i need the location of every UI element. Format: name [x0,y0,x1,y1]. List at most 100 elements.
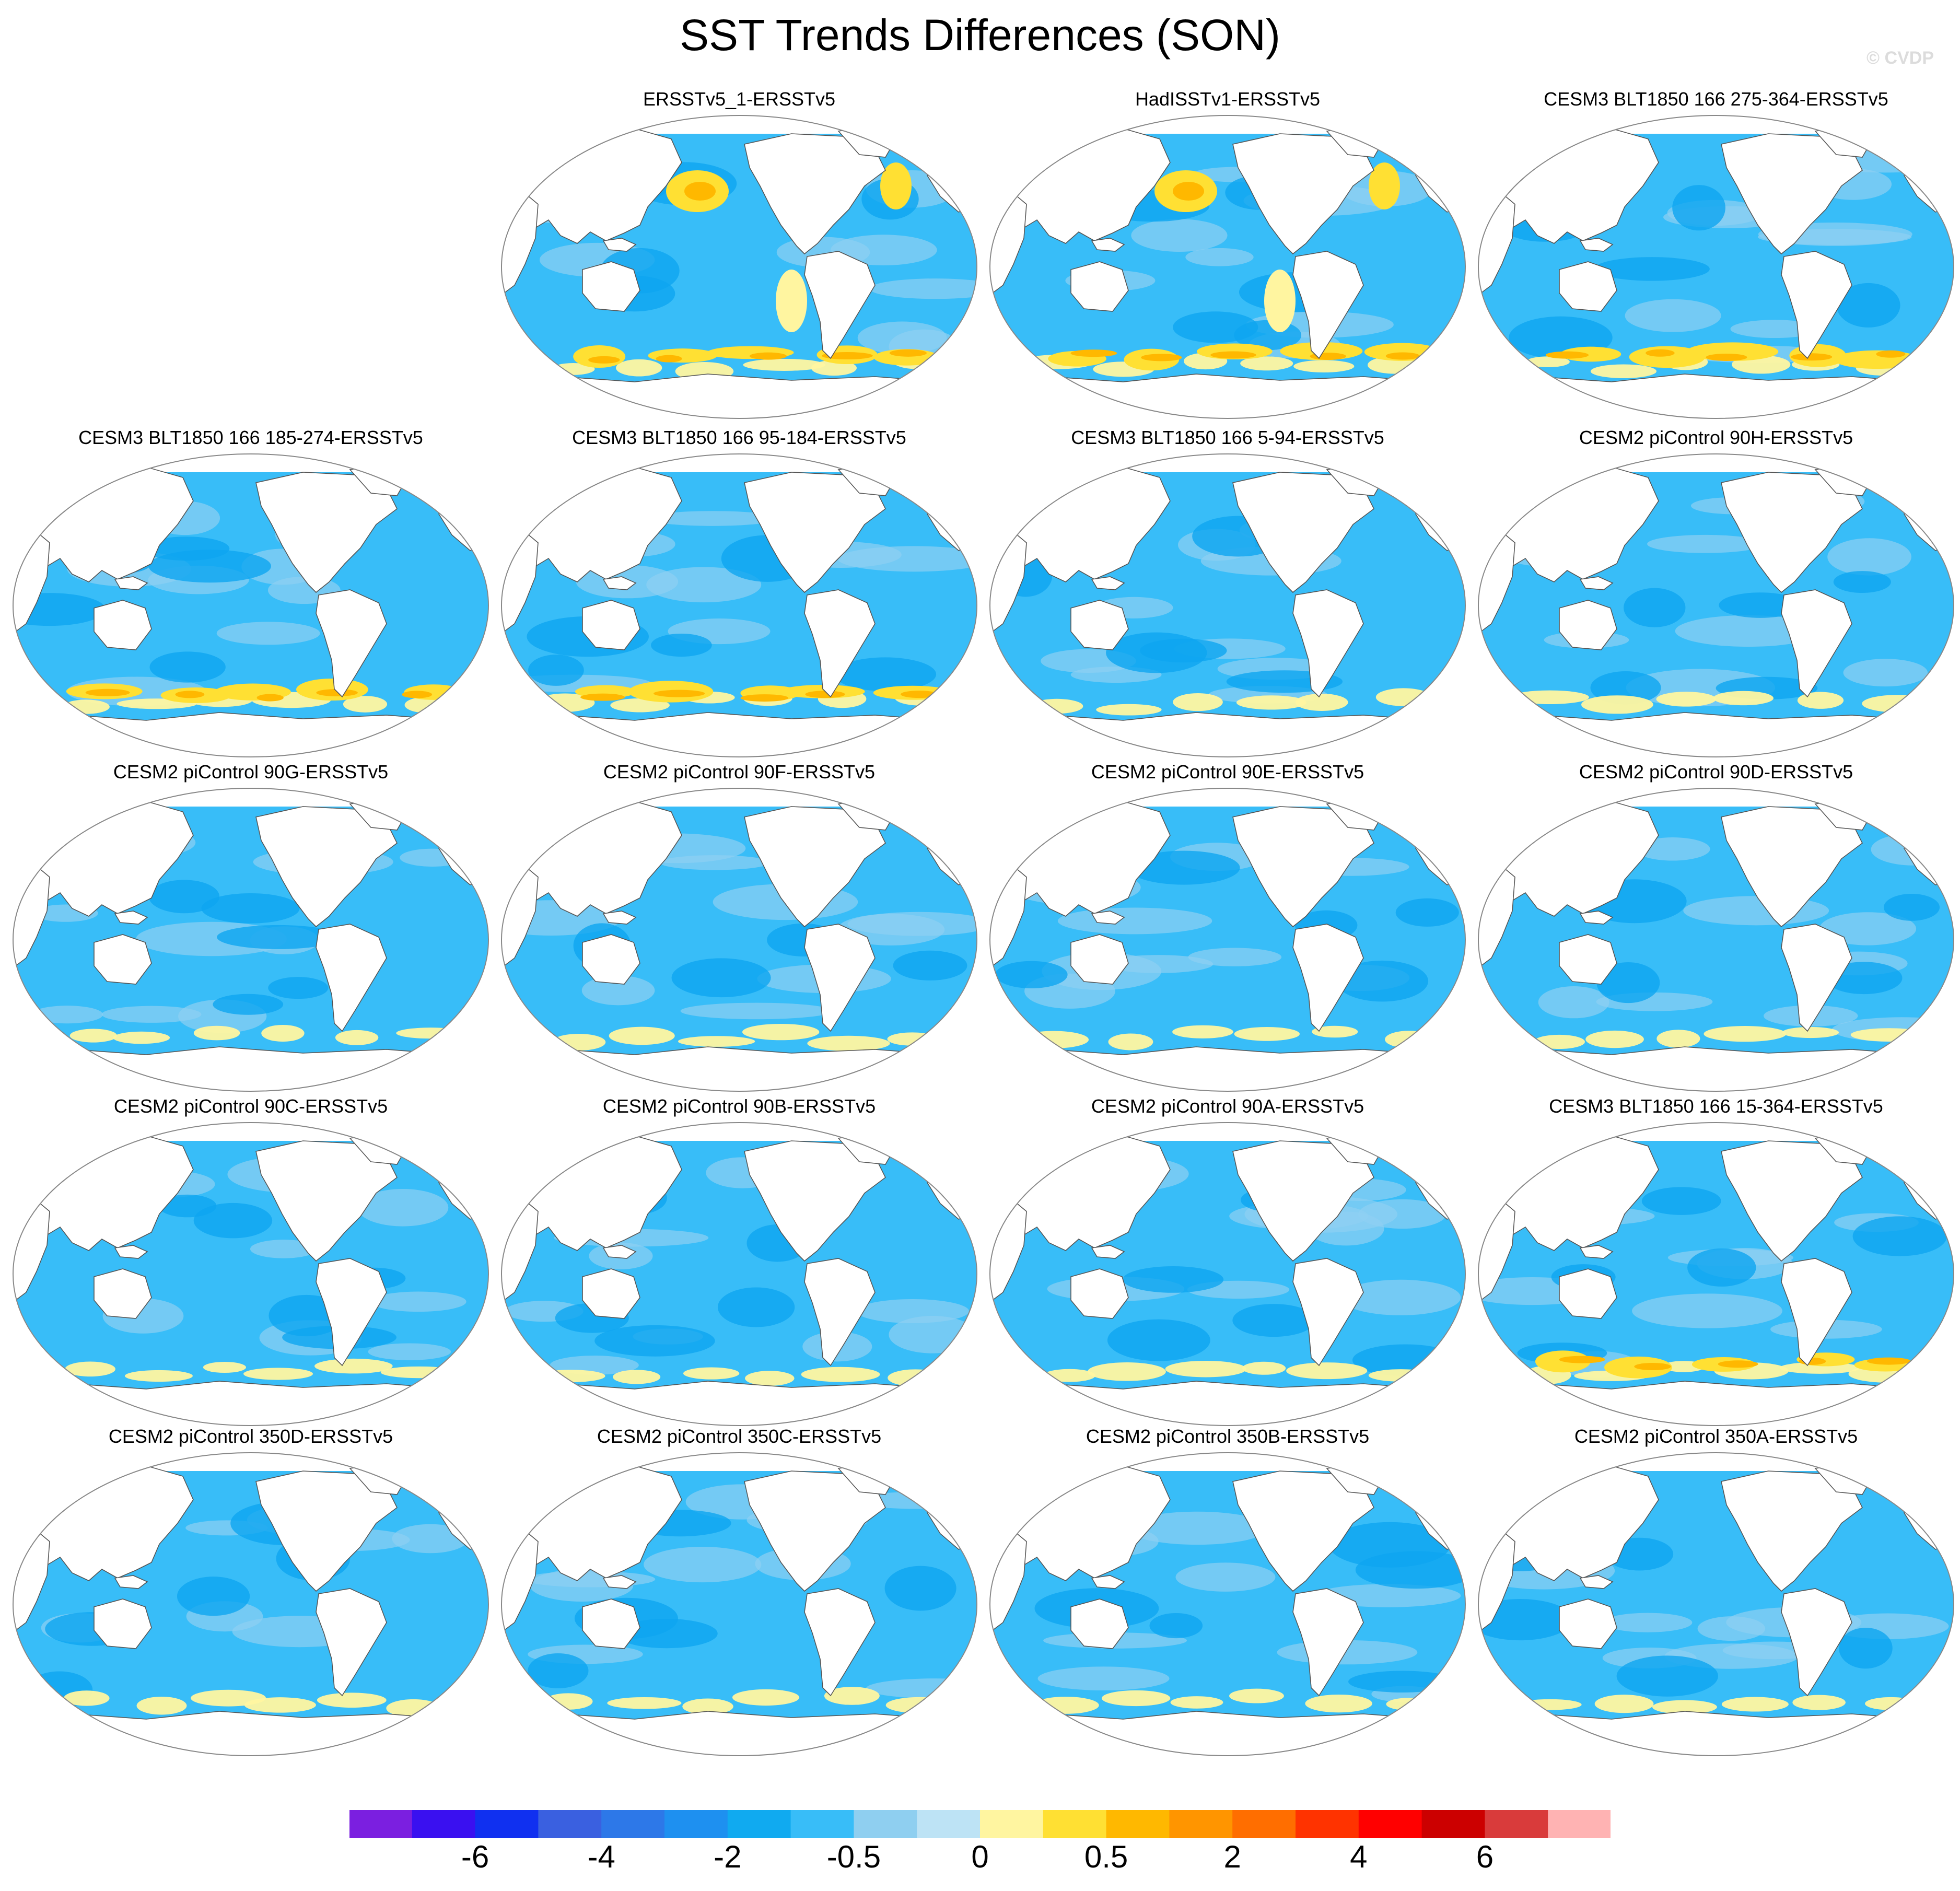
map-border [13,1122,489,1426]
world-map [989,115,1466,419]
map-panel: ERSSTv5_1-ERSSTv5 [496,88,982,422]
indonesia-islands [114,911,148,925]
south-america-landmass [1781,589,1852,698]
australia-landmass [1070,1598,1129,1649]
panel-title: CESM2 piControl 90A-ERSSTv5 [1091,1095,1364,1117]
panel-title: CESM3 BLT1850 166 185-274-ERSSTv5 [78,427,423,448]
south-america-landmass [316,589,387,698]
south-america-landmass [1292,589,1364,698]
ocean-field [990,115,1465,418]
antarctica-landmass [1478,1381,1954,1426]
map-border [1478,115,1954,419]
colorbar-tick-label: -2 [714,1839,742,1874]
world-map [13,453,489,757]
panel-title: CESM2 piControl 350D-ERSSTv5 [108,1426,393,1447]
map-panel: CESM2 piControl 90G-ERSSTv5 [8,761,494,1095]
panel-title: CESM2 piControl 90G-ERSSTv5 [113,761,389,783]
panel-title: CESM2 piControl 90H-ERSSTv5 [1579,427,1853,448]
antarctica-landmass [501,1046,977,1091]
panel-title: CESM2 piControl 350C-ERSSTv5 [597,1426,882,1447]
australia-landmass [94,600,152,650]
indonesia-islands [602,911,637,925]
antarctica-landmass [1478,712,1954,757]
panel-title: CESM2 piControl 350B-ERSSTv5 [1086,1426,1370,1447]
map-border [989,115,1466,419]
indonesia-islands [1091,1575,1125,1589]
south-america-landmass [1292,924,1364,1032]
map-border [501,788,977,1092]
map-panel: CESM2 piControl 90D-ERSSTv5 [1473,761,1959,1095]
panel-title: CESM3 BLT1850 166 15-364-ERSSTv5 [1549,1095,1883,1117]
antarctica-landmass [13,1046,488,1091]
indonesia-islands [114,1575,148,1589]
antarctica-landmass [990,1046,1465,1091]
map-panel: CESM2 piControl 90C-ERSSTv5 [8,1095,494,1429]
map-panel: CESM2 piControl 90F-ERSSTv5 [496,761,982,1095]
colorbar-tick-label: 0.5 [1084,1839,1128,1874]
australia-landmass [1559,261,1617,312]
panel-title: HadISSTv1-ERSSTv5 [1135,88,1321,110]
south-america-landmass [316,1258,387,1367]
panel-title: CESM3 BLT1850 166 275-364-ERSSTv5 [1544,88,1888,110]
panel-title: CESM3 BLT1850 166 5-94-ERSSTv5 [1071,427,1384,448]
colorbar-swatch [1421,1810,1485,1839]
world-map [989,453,1466,757]
antarctica-landmass [1478,1711,1954,1756]
map-border [989,453,1466,757]
world-map [501,453,977,757]
colorbar-swatch [1548,1810,1611,1839]
map-panel: CESM2 piControl 90E-ERSSTv5 [985,761,1471,1095]
australia-landmass [582,1598,640,1649]
colorbar-swatch [727,1810,791,1839]
antarctica-landmass [13,1381,488,1426]
antarctica-landmass [1478,373,1954,418]
copyright-label: © CVDP [1866,48,1934,68]
world-map [1478,1122,1954,1426]
south-america-landmass [316,924,387,1032]
antarctica-landmass [990,712,1465,757]
map-border [1478,1122,1954,1426]
panel-title: CESM3 BLT1850 166 95-184-ERSSTv5 [572,427,906,448]
colorbar-tick-label: -0.5 [826,1839,881,1874]
australia-landmass [1559,934,1617,985]
colorbar-swatch [980,1810,1044,1839]
south-america-landmass [804,1258,876,1367]
panel-title: CESM2 piControl 90C-ERSSTv5 [113,1095,388,1117]
world-map [501,115,977,419]
world-map [13,1122,489,1426]
world-map [989,1122,1466,1426]
australia-landmass [582,934,640,985]
colorbar-swatch [790,1810,854,1839]
australia-landmass [582,261,640,312]
world-map [501,788,977,1092]
map-panel: CESM2 piControl 350C-ERSSTv5 [496,1425,982,1759]
colorbar-swatch [349,1810,413,1839]
map-panel: CESM2 piControl 90H-ERSSTv5 [1473,426,1959,761]
australia-landmass [1070,1268,1129,1319]
south-america-landmass [1292,251,1364,359]
south-america-landmass [1781,251,1852,359]
indonesia-islands [1579,1245,1614,1259]
colorbar-swatch [917,1810,981,1839]
map-panel: CESM3 BLT1850 166 275-364-ERSSTv5 [1473,88,1959,422]
south-america-landmass [1292,1588,1364,1697]
map-panel: CESM3 BLT1850 166 15-364-ERSSTv5 [1473,1095,1959,1429]
south-america-landmass [316,1588,387,1697]
colorbar-swatch [664,1810,728,1839]
antarctica-landmass [990,1711,1465,1756]
colorbar-swatch [1232,1810,1296,1839]
map-border [501,115,977,419]
colorbar-swatch [1485,1810,1548,1839]
map-panel: CESM2 piControl 350B-ERSSTv5 [985,1425,1471,1759]
indonesia-islands [602,238,637,252]
australia-landmass [94,1598,152,1649]
colorbar-swatch [601,1810,665,1839]
antarctica-landmass [990,373,1465,418]
antarctica-landmass [501,1711,977,1756]
ocean-field [990,788,1465,1091]
indonesia-islands [602,1575,637,1589]
panel-title: CESM2 piControl 90D-ERSSTv5 [1579,761,1853,783]
antarctica-landmass [501,1381,977,1426]
colorbar-swatch [1043,1810,1107,1839]
australia-landmass [94,1268,152,1319]
